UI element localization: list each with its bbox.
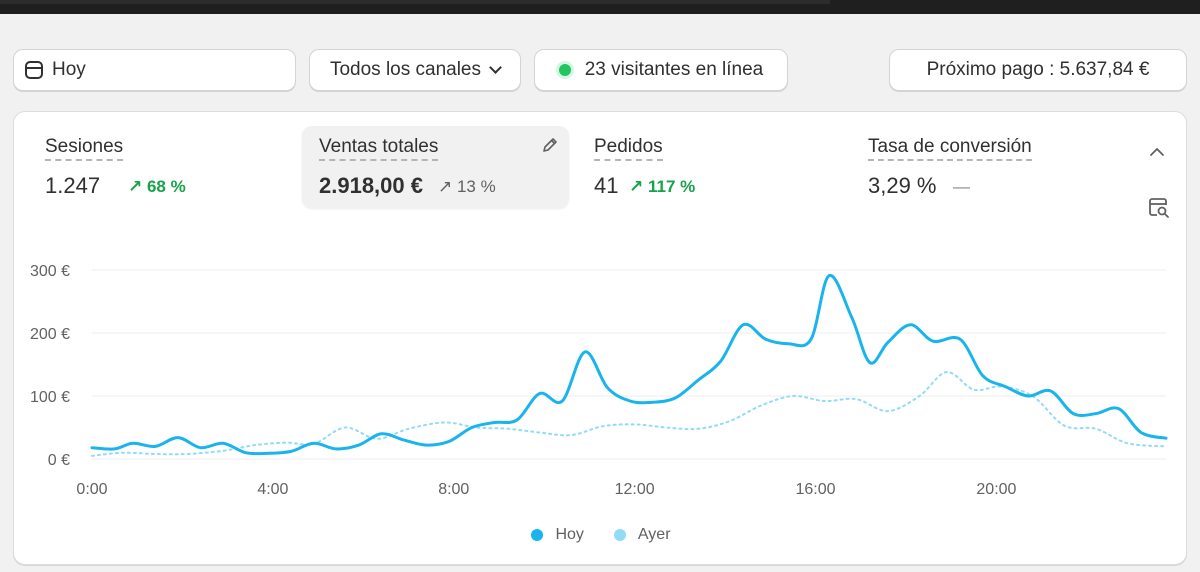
legend-swatch-yesterday xyxy=(613,529,626,541)
x-tick-label: 4:00 xyxy=(257,481,288,498)
legend-label: Ayer xyxy=(637,526,671,543)
metric-label: Tasa de conversión xyxy=(868,136,1032,161)
pencil-icon[interactable] xyxy=(541,136,559,154)
chart-legend: Hoy Ayer xyxy=(14,526,1188,544)
metric-orders[interactable]: Pedidos 41 ↗ 117 % xyxy=(577,126,832,208)
live-visitors-button[interactable]: 23 visitantes en línea xyxy=(534,49,788,91)
metric-change: ↗ 117 % xyxy=(629,177,696,196)
next-payout-button[interactable]: Próximo pago : 5.637,84 € xyxy=(889,49,1187,91)
series-line-ayer xyxy=(91,371,1167,457)
analytics-card: Sesiones 1.247 ↗ 68 % Ventas totales 2.9… xyxy=(13,111,1187,565)
series-line-hoy xyxy=(90,274,1168,456)
metric-change: ↗ 68 % xyxy=(128,177,186,196)
metric-value: 2.918,00 € xyxy=(319,173,423,198)
metric-change: ↗ 13 % xyxy=(438,177,496,196)
date-range-label: Hoy xyxy=(52,59,86,80)
x-tick-label: 16:00 xyxy=(796,481,836,498)
metric-total-sales[interactable]: Ventas totales 2.918,00 € ↗ 13 % xyxy=(302,126,569,208)
y-tick-label: 0 € xyxy=(48,452,70,469)
y-tick-label: 200 € xyxy=(30,326,70,343)
channels-dropdown[interactable]: Todos los canales xyxy=(309,49,521,91)
legend-swatch-today xyxy=(531,529,544,541)
x-tick-label: 0:00 xyxy=(76,481,107,498)
sales-line-chart: 0 € 100 € 200 € 300 € 0:00 4:00 8:00 12:00 16:00… xyxy=(30,263,1168,498)
metric-change: — xyxy=(953,177,970,196)
x-tick-label: 20:00 xyxy=(976,481,1016,498)
window-top-bar xyxy=(0,0,1200,14)
channels-label: Todos los canales xyxy=(329,59,482,80)
legend-item-yesterday[interactable]: Ayer xyxy=(613,526,671,544)
metric-sessions[interactable]: Sesiones 1.247 ↗ 68 % xyxy=(28,126,283,208)
chevron-down-icon xyxy=(489,61,502,74)
metric-value: 1.247 xyxy=(45,173,101,198)
top-bar-strip xyxy=(0,0,830,4)
x-tick-label: 8:00 xyxy=(438,481,469,498)
next-payout-label: Próximo pago : 5.637,84 € xyxy=(926,59,1150,80)
y-tick-label: 300 € xyxy=(30,263,70,280)
live-visitors-label: 23 visitantes en línea xyxy=(584,59,764,80)
calendar-icon xyxy=(25,61,43,79)
x-tick-label: 12:00 xyxy=(615,481,655,498)
metric-value: 41 xyxy=(594,173,619,198)
date-range-selector[interactable]: Hoy xyxy=(13,49,296,91)
metric-label: Sesiones xyxy=(45,136,124,161)
online-dot-icon xyxy=(558,64,571,76)
legend-item-today[interactable]: Hoy xyxy=(531,526,584,544)
metric-conversion-rate[interactable]: Tasa de conversión 3,29 % — xyxy=(851,126,1106,208)
y-tick-label: 100 € xyxy=(30,389,70,406)
metric-label: Ventas totales xyxy=(319,136,439,161)
metric-value: 3,29 % xyxy=(868,173,937,198)
chevron-up-icon[interactable] xyxy=(1149,144,1165,160)
metric-label: Pedidos xyxy=(594,136,663,161)
table-search-icon[interactable] xyxy=(1147,196,1171,220)
legend-label: Hoy xyxy=(555,526,584,543)
